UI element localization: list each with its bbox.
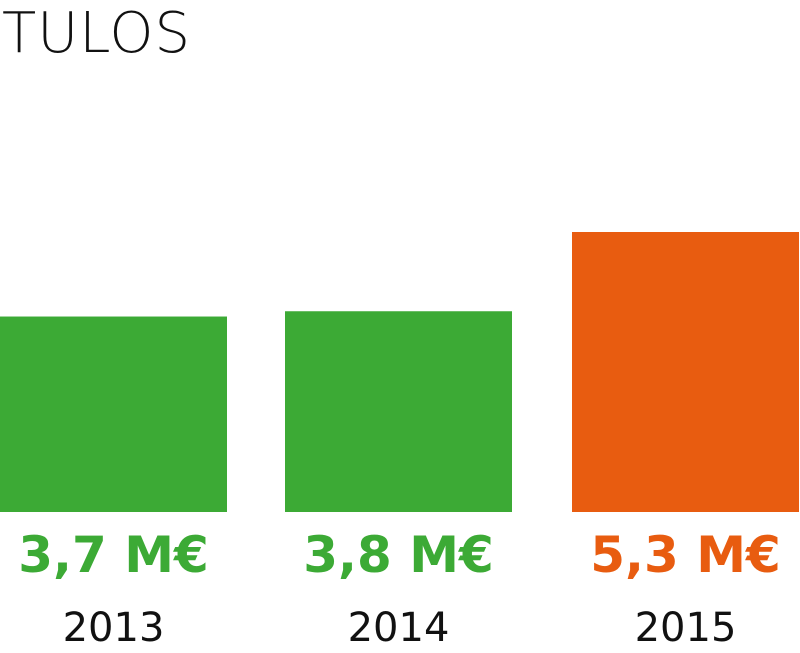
chart-title: TULOS xyxy=(2,1,192,66)
bar-2014 xyxy=(285,311,512,512)
category-label-2015: 2015 xyxy=(635,605,737,651)
value-label-2015: 5,3 M€ xyxy=(590,526,781,584)
category-label-2014: 2014 xyxy=(348,605,450,651)
category-label-2013: 2013 xyxy=(63,605,165,651)
bar-2015 xyxy=(572,232,799,512)
bar-2013 xyxy=(0,316,227,512)
value-label-2013: 3,7 M€ xyxy=(18,526,209,584)
value-label-2014: 3,8 M€ xyxy=(303,526,494,584)
